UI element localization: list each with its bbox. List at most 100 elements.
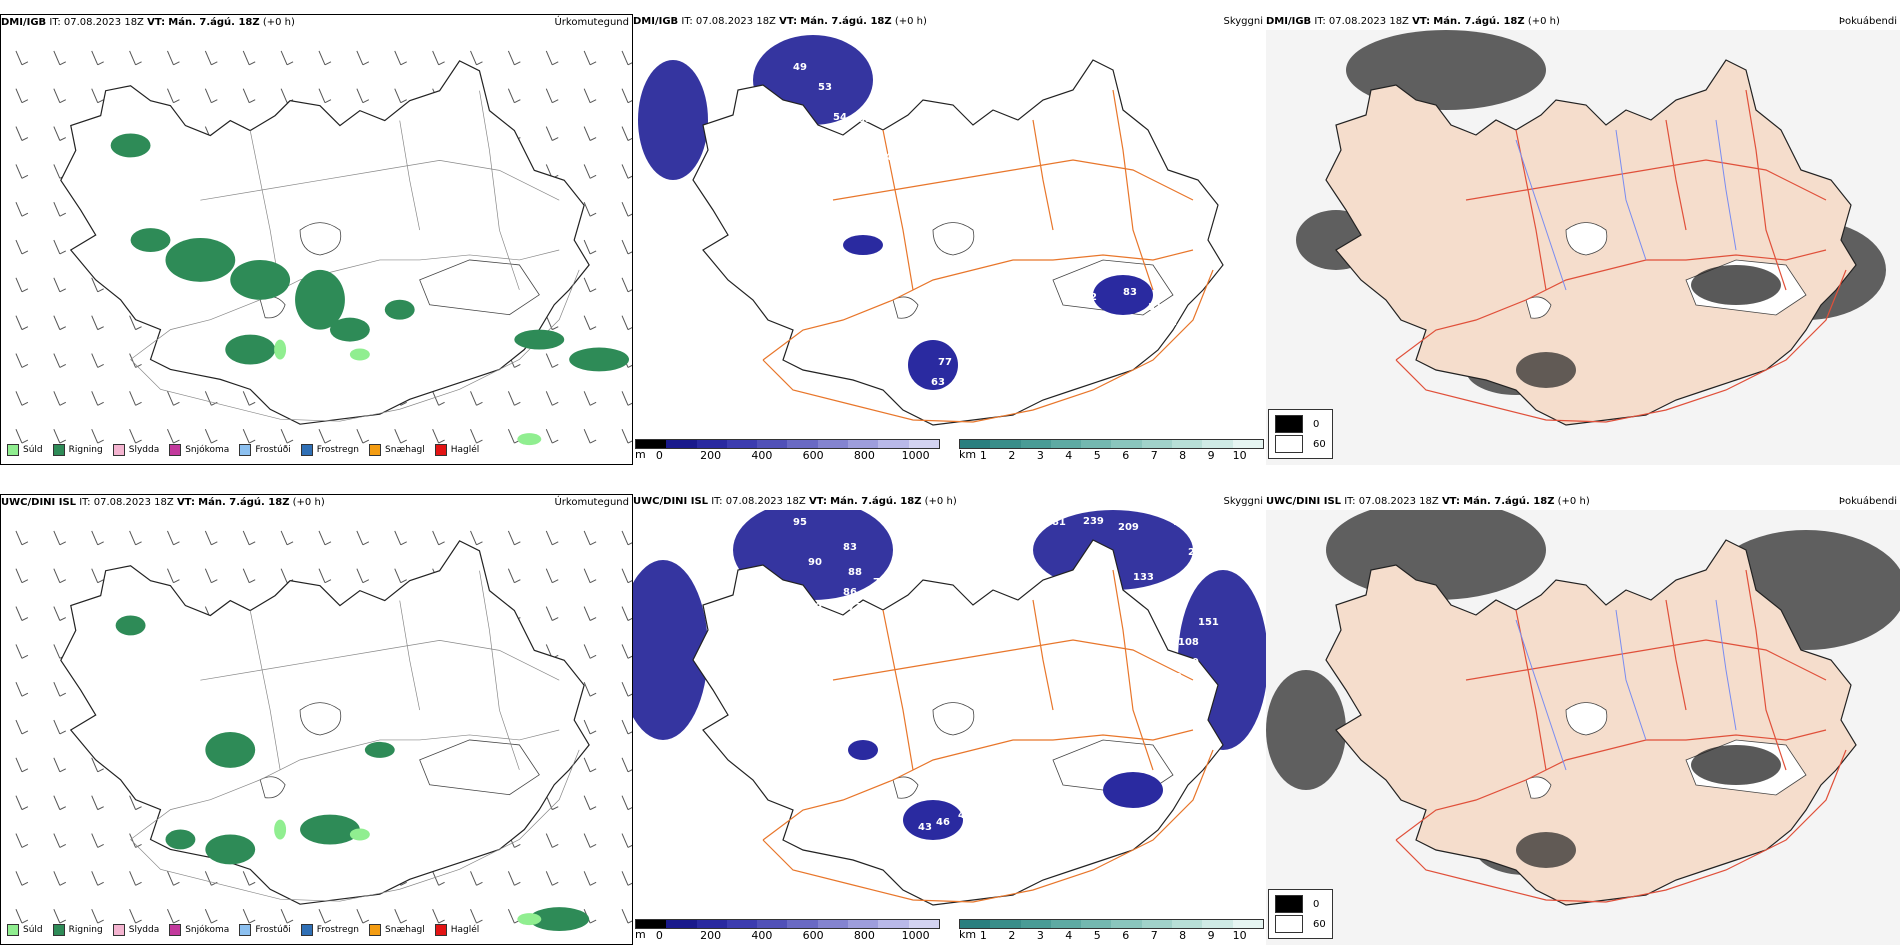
- precip-legend-item: Frostúði: [239, 444, 291, 456]
- wind-barb: [545, 50, 559, 66]
- road-line: [1665, 119, 1687, 231]
- glacier-outline: [932, 702, 975, 736]
- valid-time-label: VT:: [147, 17, 166, 28]
- precip-legend-item: Haglél: [434, 444, 479, 456]
- wind-barb: [129, 353, 142, 368]
- colorbar-segment: [848, 440, 879, 448]
- road-line: [832, 639, 1194, 681]
- wind-barb: [356, 88, 370, 104]
- road-line: [1745, 569, 1787, 771]
- precip-legend-item: Snæhagl: [369, 924, 425, 936]
- visibility-value-label: 63: [931, 377, 945, 388]
- wind-barb: [621, 833, 632, 848]
- wind-barb: [53, 682, 67, 697]
- rain-area: [300, 814, 360, 845]
- fog-scale-label: 60: [1313, 918, 1326, 930]
- panel-title: Skyggni: [1223, 496, 1263, 507]
- visibility-value-label: 108: [1178, 637, 1199, 648]
- init-time-label: IT:: [1314, 16, 1326, 27]
- visibility-value-label: 65: [858, 114, 872, 125]
- wind-barb: [53, 871, 67, 886]
- rain-area: [205, 834, 256, 865]
- colorbar-segment: [1141, 440, 1173, 448]
- init-time-label: IT:: [711, 496, 723, 507]
- visibility-value-label: 133: [1133, 572, 1154, 583]
- fog-area: [903, 800, 963, 840]
- visibility-value-label: 86: [843, 587, 857, 598]
- legend-swatch: [434, 924, 447, 936]
- precip-legend-item: Haglél: [434, 924, 479, 936]
- init-time: 07.08.2023 18Z: [63, 17, 144, 28]
- wind-barb: [583, 315, 597, 331]
- wind-barb: [470, 428, 483, 444]
- init-time-label: IT:: [49, 17, 61, 28]
- glacier-outline: [419, 259, 540, 316]
- wind-barb: [583, 50, 597, 66]
- wind-barb: [204, 428, 218, 444]
- lead-time: (+0 h): [262, 17, 295, 28]
- visibility-value-label: 64: [1098, 327, 1112, 338]
- drizzle-area: [274, 819, 287, 840]
- wind-barb: [280, 908, 294, 924]
- wind-barb: [356, 428, 370, 444]
- colorbar-segment: [757, 440, 788, 448]
- wind-barb: [91, 353, 104, 368]
- panel-title: Þokuábendi: [1838, 496, 1897, 507]
- legend-swatch: [169, 924, 182, 936]
- colorbar-unit: m: [635, 448, 646, 461]
- colorbar-segment: [908, 440, 939, 448]
- colorbar-segment: [878, 920, 909, 928]
- iceland-coastline: [692, 539, 1224, 906]
- road-line: [1465, 159, 1827, 201]
- wind-barb: [204, 391, 218, 406]
- legend-swatch: [112, 444, 125, 456]
- visibility-scale-km: 1 2 3 4 5 6 7 8 9 10 km: [959, 919, 1264, 942]
- road-line: [1745, 89, 1787, 291]
- visibility-map: 49 53 54 65 51 54 92 83 64 44 43 77 63 03 42 37 42 45 40 22…: [633, 30, 1266, 435]
- river-line: [1615, 609, 1647, 741]
- colorbar-tick-label: 9: [1207, 449, 1215, 462]
- wind-barb: [204, 88, 218, 104]
- wind-barb: [15, 277, 29, 293]
- glacier-outline: [259, 776, 286, 799]
- precip-legend-item: Frostregn: [300, 444, 359, 456]
- glacier-outline: [932, 222, 975, 256]
- colorbar-segment: [636, 440, 667, 448]
- legend-label: Snjókoma: [185, 925, 230, 935]
- rain-area: [165, 829, 196, 850]
- wind-barb: [15, 530, 29, 546]
- model-name: UWC/DINI ISL: [1, 497, 77, 508]
- visibility-value-label: 49: [793, 62, 807, 73]
- visibility-value-label: 31: [1148, 302, 1162, 313]
- wind-barb: [545, 88, 559, 104]
- wind-barb: [53, 795, 67, 811]
- colorbar-segment: [636, 920, 667, 928]
- colorbar-segment: [1050, 920, 1082, 928]
- glacier-outline: [1052, 259, 1174, 316]
- valid-time-label: VT:: [779, 16, 798, 27]
- wind-barb: [583, 719, 597, 735]
- wind-barb: [318, 908, 332, 924]
- wind-barb: [91, 315, 104, 331]
- visibility-value-label: 160: [1158, 587, 1179, 598]
- wind-barb: [583, 126, 597, 141]
- colorbar-segment: [1141, 920, 1173, 928]
- precip-legend-item: Snæhagl: [369, 444, 425, 456]
- wind-barb: [242, 871, 256, 886]
- wind-barb: [545, 833, 559, 848]
- wind-barb: [242, 428, 256, 444]
- road-line: [479, 90, 520, 290]
- colorbar-tick-label: 600: [802, 449, 824, 462]
- model-name: UWC/DINI ISL: [1266, 496, 1342, 507]
- road-line: [1395, 749, 1847, 903]
- legend-label: Snjókoma: [185, 445, 230, 455]
- wind-barb: [621, 871, 632, 886]
- wind-barb: [545, 391, 559, 406]
- valid-time: Mán. 7.ágú. 18Z: [1463, 496, 1555, 507]
- colorbar-segment: [848, 920, 879, 928]
- valid-time: Mán. 7.ágú. 18Z: [1433, 16, 1525, 27]
- fog-scale-label: 0: [1313, 898, 1320, 910]
- rain-area: [364, 741, 395, 758]
- panel-title: Þokuábendi: [1838, 16, 1897, 27]
- colorbar-segment: [1202, 440, 1233, 448]
